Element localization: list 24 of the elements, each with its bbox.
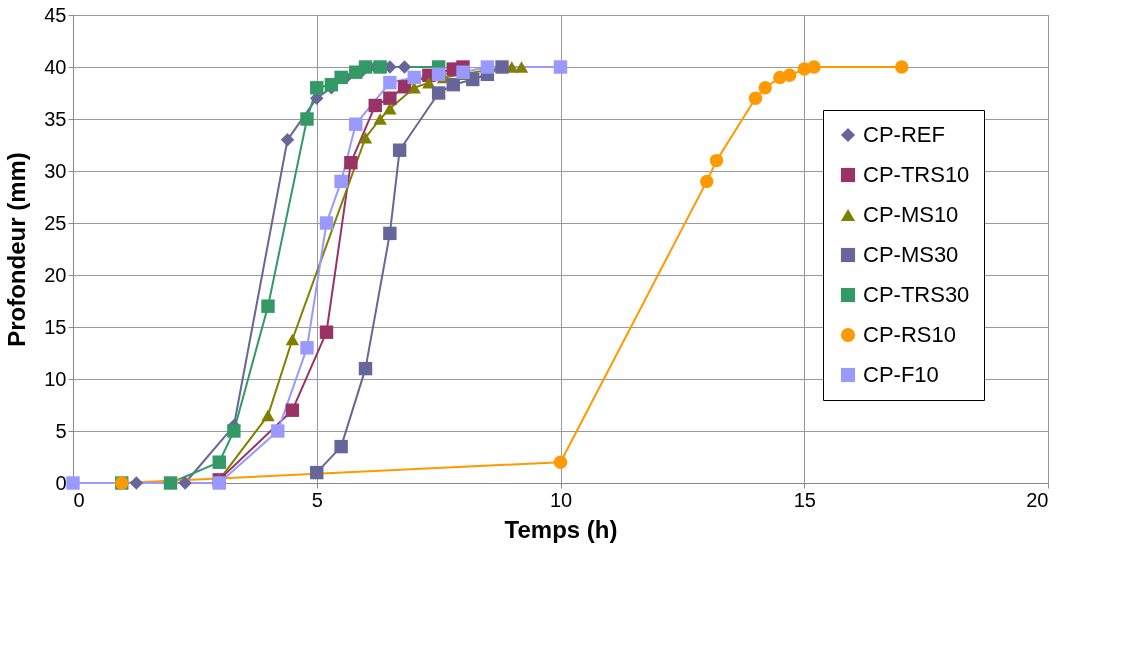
legend-label: CP-TRS30 xyxy=(863,282,970,307)
legend-label: CP-REF xyxy=(863,122,945,147)
legend-label: CP-RS10 xyxy=(863,322,956,347)
y-tick-label: 45 xyxy=(44,3,67,26)
y-tick-label: 20 xyxy=(44,263,67,286)
x-tick-label: 5 xyxy=(311,488,323,511)
legend-label: CP-MS10 xyxy=(863,202,959,227)
y-tick-label: 10 xyxy=(44,367,67,390)
legend-label: CP-MS30 xyxy=(863,242,959,267)
y-axis-title: Profondeur (mm) xyxy=(3,152,31,347)
y-tick-label: 40 xyxy=(44,55,67,78)
x-tick-label: 15 xyxy=(793,488,816,511)
y-tick-label: 35 xyxy=(44,107,67,130)
legend-label: CP-F10 xyxy=(863,362,939,387)
y-tick-label: 15 xyxy=(44,315,67,338)
x-tick-label: 20 xyxy=(1026,488,1049,511)
y-tick-label: 30 xyxy=(44,159,67,182)
y-tick-label: 0 xyxy=(55,471,67,494)
y-tick-label: 25 xyxy=(44,211,67,234)
x-tick-label: 10 xyxy=(549,488,573,511)
legend-label: CP-TRS10 xyxy=(863,162,970,187)
y-tick-label: 5 xyxy=(55,419,67,442)
x-tick-label: 0 xyxy=(73,488,85,511)
x-axis-title: Temps (h) xyxy=(504,515,618,543)
